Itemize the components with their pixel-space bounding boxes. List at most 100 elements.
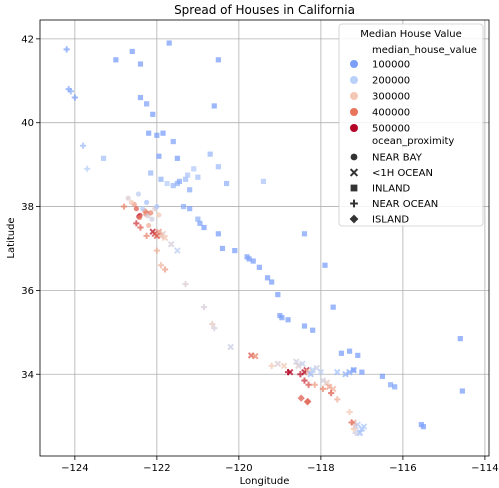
data-point-near-ocean bbox=[319, 385, 327, 393]
data-point-inland bbox=[170, 138, 176, 145]
legend-color-swatch bbox=[350, 76, 358, 84]
data-point-inland bbox=[211, 103, 217, 109]
x-tick-label: −124 bbox=[61, 463, 88, 474]
data-point-near-ocean bbox=[346, 408, 353, 416]
data-point-1h-ocean bbox=[356, 429, 364, 437]
data-point-near-ocean bbox=[71, 94, 78, 101]
data-point-inland bbox=[420, 424, 426, 430]
data-point-near-bay bbox=[148, 210, 154, 216]
data-point-near-ocean bbox=[63, 46, 70, 53]
data-point-inland bbox=[457, 336, 463, 342]
data-point-inland bbox=[197, 220, 203, 226]
data-point-inland bbox=[129, 48, 135, 55]
data-point-inland bbox=[158, 176, 164, 182]
data-point-near-bay bbox=[139, 206, 146, 212]
x-tick-label: −118 bbox=[307, 463, 334, 474]
data-point-1h-ocean bbox=[325, 383, 333, 391]
data-point-inland bbox=[174, 155, 180, 161]
data-point-inland bbox=[322, 262, 328, 268]
data-point-inland bbox=[346, 348, 353, 354]
legend-marker-circle bbox=[350, 153, 358, 161]
data-point-1h-ocean bbox=[317, 368, 325, 376]
data-point-near-ocean bbox=[297, 371, 304, 378]
chart-title: Spread of Houses in California bbox=[174, 3, 355, 17]
data-point-inland bbox=[150, 111, 156, 117]
data-point-inland bbox=[195, 216, 201, 222]
y-tick-label: 36 bbox=[21, 286, 34, 297]
data-point-inland bbox=[285, 317, 291, 323]
legend-hue-title: median_house_value bbox=[372, 45, 477, 56]
legend-style-entries: NEAR BAY <1H OCEAN INLAND NEAR OCEAN ISLAND bbox=[349, 153, 438, 226]
legend-marker-diamond bbox=[349, 214, 359, 224]
data-point-1h-ocean bbox=[292, 358, 300, 365]
data-point-inland bbox=[250, 258, 256, 264]
data-point-near-ocean bbox=[67, 88, 74, 95]
data-point-1h-ocean bbox=[161, 234, 169, 242]
data-point-near-ocean bbox=[350, 425, 357, 432]
data-point-inland bbox=[187, 206, 193, 212]
data-point-inland bbox=[269, 279, 275, 285]
data-point-near-ocean bbox=[143, 232, 150, 240]
data-point-near-ocean bbox=[328, 390, 335, 397]
data-point-1h-ocean bbox=[251, 352, 259, 360]
plot-frame bbox=[39, 19, 490, 457]
data-point-near-ocean bbox=[352, 429, 359, 437]
legend-hue-label: 200000 bbox=[372, 76, 410, 87]
data-point-inland bbox=[338, 350, 344, 356]
data-point-near-ocean bbox=[137, 224, 144, 231]
data-point-near-ocean bbox=[284, 369, 292, 376]
data-point-1h-ocean bbox=[159, 230, 167, 238]
legend: Median House Value median_house_value 10… bbox=[338, 23, 484, 227]
x-tick-label: −114 bbox=[471, 463, 498, 474]
data-point-inland bbox=[187, 187, 193, 193]
data-point-inland bbox=[330, 304, 336, 310]
legend-style-label: <1H OCEAN bbox=[372, 168, 433, 179]
data-point-inland bbox=[219, 245, 226, 252]
data-point-inland bbox=[185, 172, 191, 178]
data-point-near-bay bbox=[154, 203, 160, 210]
data-point-inland bbox=[351, 367, 357, 373]
y-tick-label: 42 bbox=[21, 34, 34, 45]
data-point-inland bbox=[113, 57, 119, 63]
data-point-1h-ocean bbox=[167, 240, 175, 248]
data-point-1h-ocean bbox=[333, 368, 341, 376]
data-point-1h-ocean bbox=[295, 362, 302, 370]
data-point-inland bbox=[201, 224, 207, 231]
legend-style-label: NEAR OCEAN bbox=[372, 199, 438, 210]
axis-ticks: −124 −122 −120 −118 −116 −114 34 36 38 40 42 bbox=[21, 34, 498, 474]
data-point-1h-ocean bbox=[174, 247, 181, 254]
legend-hue-entries: 100000 200000 300000 400000 500000 bbox=[350, 60, 410, 135]
data-point-inland bbox=[256, 264, 262, 270]
data-point-1h-ocean bbox=[342, 370, 349, 378]
data-point-near-ocean bbox=[209, 320, 216, 328]
data-point-1h-ocean bbox=[299, 360, 306, 368]
data-point-inland bbox=[195, 174, 201, 180]
legend-box bbox=[338, 23, 484, 227]
data-point-near-ocean bbox=[311, 381, 318, 388]
data-point-near-bay bbox=[133, 206, 139, 212]
data-point-island bbox=[297, 394, 305, 402]
data-point-near-ocean bbox=[133, 220, 140, 227]
legend-style-label: INLAND bbox=[372, 184, 411, 195]
data-point-inland bbox=[301, 231, 308, 237]
data-point-1h-ocean bbox=[323, 379, 331, 386]
data-point-inland bbox=[137, 94, 144, 101]
data-point-near-ocean bbox=[200, 304, 208, 311]
data-point-inland bbox=[310, 327, 316, 333]
data-point-inland bbox=[215, 231, 221, 237]
data-point-inland bbox=[459, 388, 465, 394]
data-point-inland bbox=[182, 176, 189, 182]
data-point-inland bbox=[223, 180, 230, 187]
legend-marker-plus bbox=[350, 199, 358, 208]
data-point-near-bay bbox=[125, 195, 131, 201]
data-point-near-ocean bbox=[153, 247, 160, 254]
data-point-inland bbox=[359, 369, 365, 375]
legend-title: Median House Value bbox=[360, 29, 462, 40]
data-point-inland bbox=[164, 180, 170, 187]
data-point-near-ocean bbox=[79, 142, 87, 149]
data-point-inland bbox=[146, 130, 152, 136]
y-tick-label: 40 bbox=[21, 118, 34, 129]
data-point-inland bbox=[215, 164, 221, 170]
data-point-inland bbox=[215, 57, 221, 63]
y-tick-label: 38 bbox=[21, 202, 34, 213]
